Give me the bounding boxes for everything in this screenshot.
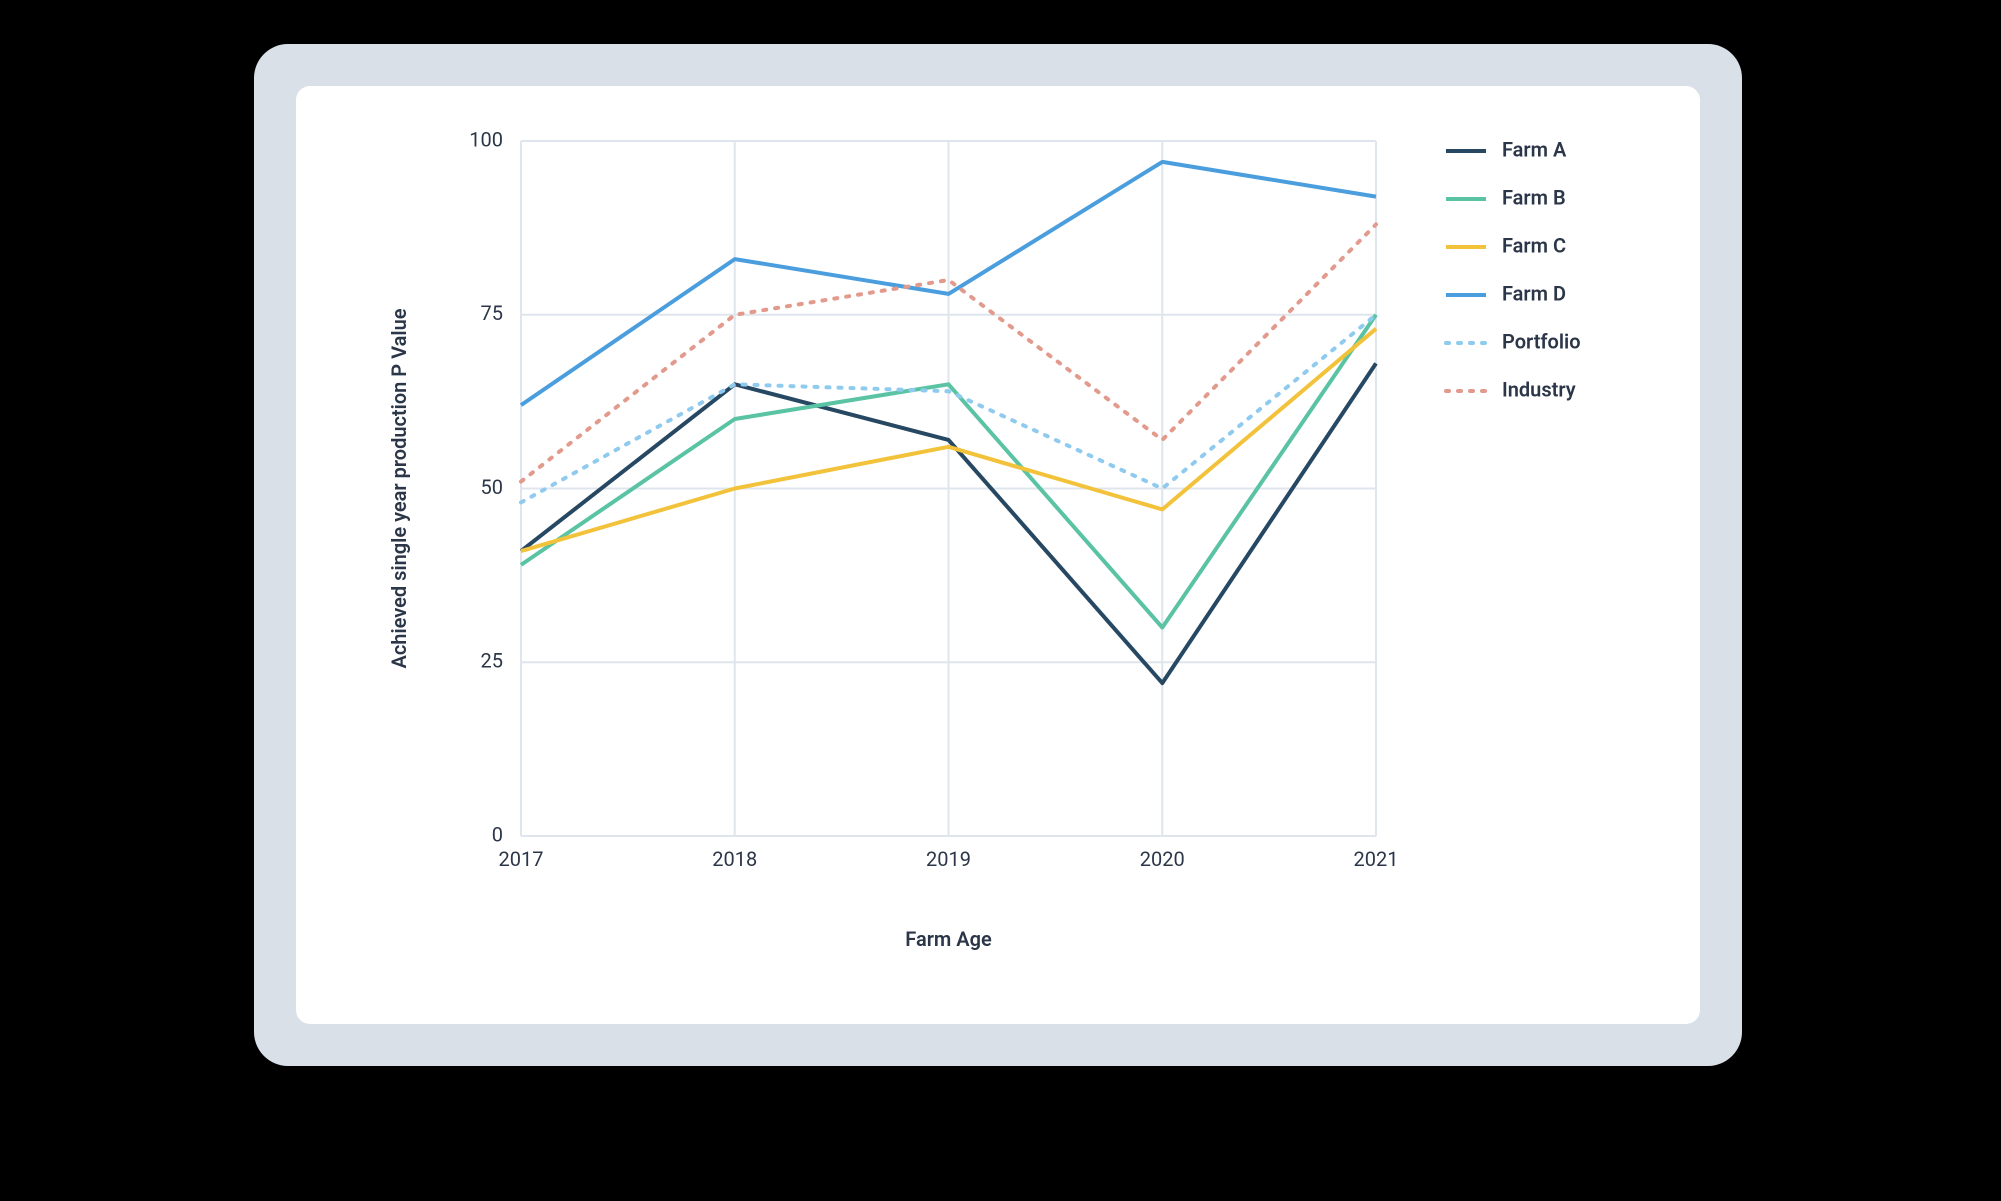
x-tick-label: 2018 (712, 847, 757, 871)
legend-label: Farm B (1502, 185, 1566, 209)
chart-card: 0 25 50 75 100 2017 2018 2019 2020 2021 Farm Age Ac… (296, 86, 1700, 1024)
legend-label: Farm D (1502, 281, 1566, 305)
legend-label: Farm C (1502, 233, 1566, 257)
x-tick-label: 2021 (1354, 847, 1399, 871)
y-tick-label: 100 (469, 127, 503, 151)
x-axis-title: Farm Age (905, 927, 992, 951)
y-tick-label: 25 (481, 649, 503, 673)
legend-label: Farm A (1502, 137, 1567, 161)
line-chart: 0 25 50 75 100 2017 2018 2019 2020 2021 Farm Age Ac… (296, 86, 1700, 1024)
y-tick-label: 75 (481, 301, 503, 325)
x-tick-label: 2020 (1140, 847, 1185, 871)
card-outer-frame: 0 25 50 75 100 2017 2018 2019 2020 2021 Farm Age Ac… (254, 44, 1742, 1066)
x-tick-label: 2017 (499, 847, 544, 871)
y-tick-label: 0 (492, 822, 503, 846)
x-tick-label: 2019 (926, 847, 971, 871)
legend-label: Industry (1502, 377, 1576, 401)
y-axis-title: Achieved single year production P Value (387, 308, 411, 668)
y-tick-label: 50 (481, 475, 503, 499)
legend-label: Portfolio (1502, 329, 1581, 353)
